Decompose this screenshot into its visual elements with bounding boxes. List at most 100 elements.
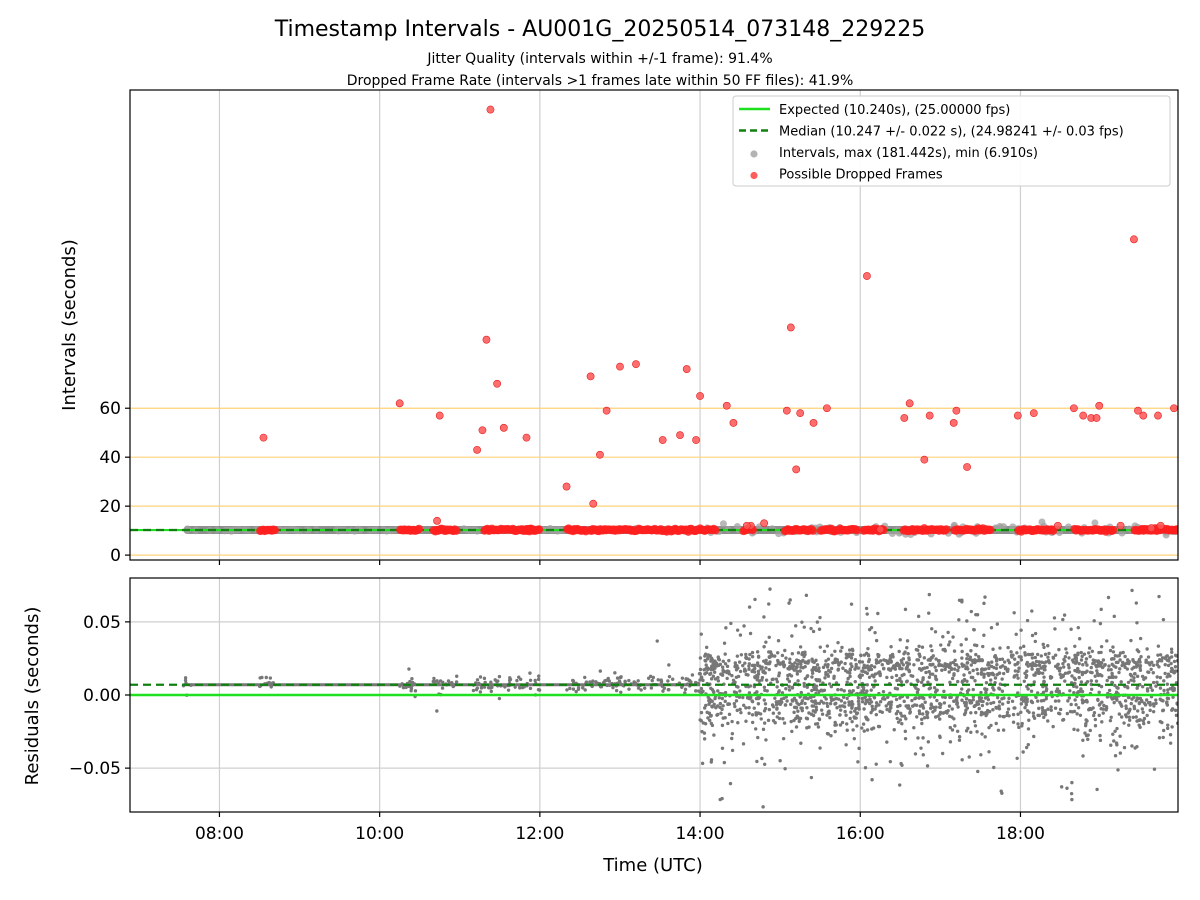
residual-point <box>766 718 771 723</box>
residual-point <box>874 762 878 766</box>
residual-point <box>908 710 913 714</box>
residual-point <box>1146 701 1151 705</box>
residual-point <box>1030 656 1035 660</box>
dropped-frame-point <box>682 365 691 373</box>
residual-point <box>862 653 867 657</box>
residual-point <box>1001 671 1006 676</box>
residual-point <box>730 736 734 741</box>
residual-point <box>747 691 752 695</box>
residual-point <box>1151 680 1156 685</box>
residual-point <box>877 703 881 707</box>
residual-point <box>1023 651 1027 655</box>
residual-point <box>1110 674 1115 678</box>
residual-point <box>850 647 855 652</box>
residual-point <box>987 750 991 754</box>
residual-point <box>819 708 824 712</box>
residual-point <box>1006 707 1011 711</box>
dropped-frame-point <box>1079 411 1088 420</box>
residual-point <box>898 676 902 681</box>
residual-point <box>739 653 744 657</box>
residual-point <box>783 648 787 653</box>
residual-point <box>717 696 722 700</box>
residual-point <box>738 669 743 674</box>
residual-point <box>833 729 837 734</box>
residual-point <box>983 735 987 739</box>
residual-point <box>928 706 933 711</box>
residual-point <box>649 686 654 690</box>
residual-point <box>761 727 766 732</box>
dropped-frame-point <box>925 411 934 420</box>
residual-point <box>801 666 805 670</box>
residual-point <box>1015 673 1019 677</box>
residual-point <box>979 672 984 676</box>
residual-point <box>731 678 736 682</box>
x-tick-label: 10:00 <box>355 824 404 844</box>
residual-point <box>809 626 813 631</box>
residual-point <box>1076 666 1080 671</box>
residual-point <box>960 656 964 660</box>
residual-point <box>921 704 925 708</box>
residual-point <box>1015 756 1019 760</box>
residual-point <box>723 662 728 666</box>
dropped-frame-point <box>1116 521 1125 530</box>
residual-point <box>1132 676 1136 680</box>
residual-point <box>1172 686 1176 691</box>
residual-point <box>919 668 923 672</box>
residual-point <box>741 742 746 746</box>
residual-point <box>1077 669 1081 674</box>
residual-point <box>183 678 188 683</box>
residual-point <box>601 680 606 685</box>
residual-point <box>1041 690 1046 695</box>
residual-point <box>842 689 846 693</box>
residual-point <box>438 679 443 683</box>
residual-point <box>1061 617 1065 622</box>
residual-point <box>1109 667 1113 672</box>
residual-point <box>1084 657 1089 661</box>
residual-point <box>736 721 740 725</box>
residual-point <box>1030 667 1034 671</box>
residual-point <box>1134 715 1138 719</box>
residual-point <box>1092 660 1096 665</box>
residual-point <box>1058 712 1062 716</box>
residual-point <box>935 698 939 703</box>
residual-point <box>1025 699 1029 704</box>
residual-point <box>1093 724 1098 728</box>
residual-point <box>486 686 491 690</box>
residual-point <box>998 714 1002 718</box>
residual-point <box>614 688 619 693</box>
residual-point <box>790 699 795 703</box>
residual-point <box>971 698 975 702</box>
residual-point <box>1073 681 1077 686</box>
residual-point <box>1023 706 1027 710</box>
residual-point <box>973 679 977 683</box>
residual-point <box>1042 680 1046 684</box>
residual-point <box>950 715 954 719</box>
residual-point <box>1088 654 1092 659</box>
residual-point <box>911 674 915 678</box>
dropped-frame-point <box>986 525 995 535</box>
residual-point <box>895 678 899 683</box>
residual-point <box>997 687 1002 691</box>
residual-point <box>183 676 188 680</box>
residual-point <box>874 638 879 643</box>
residual-point <box>814 705 818 709</box>
residual-point <box>799 741 803 745</box>
interval-point <box>1000 523 1008 531</box>
residual-point <box>1113 683 1117 688</box>
residual-point <box>713 696 717 701</box>
residual-point <box>776 661 780 666</box>
residual-point <box>839 699 844 703</box>
residual-point <box>810 671 815 675</box>
residual-point <box>1072 727 1076 732</box>
residual-point <box>773 696 777 700</box>
residual-point <box>943 662 947 666</box>
residual-point <box>1081 754 1085 758</box>
residual-point <box>1077 675 1081 680</box>
residual-point <box>811 700 815 704</box>
residual-point <box>800 708 804 713</box>
residual-point <box>756 735 760 740</box>
residual-point <box>1095 787 1099 792</box>
dropped-frame-point <box>414 524 424 534</box>
residual-point <box>455 674 459 678</box>
residual-point <box>1114 675 1118 679</box>
